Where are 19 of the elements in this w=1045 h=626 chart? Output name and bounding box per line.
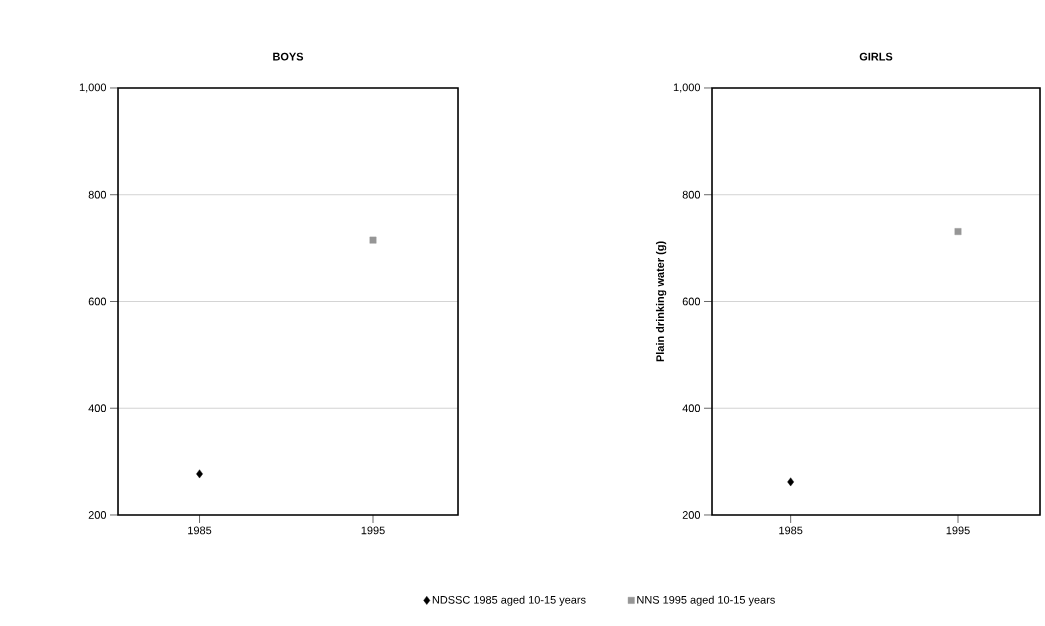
chart-title: GIRLS <box>859 52 893 61</box>
y-tick-label: 200 <box>682 511 701 519</box>
y-tick-label: 800 <box>88 190 107 199</box>
y-tick-label: 1,000 <box>79 83 107 93</box>
y-tick-label: 200 <box>88 511 107 519</box>
chart-title: BOYS <box>273 52 304 61</box>
x-tick-label: 1995 <box>361 526 385 535</box>
legend-label: NNS 1995 aged 10-15 years <box>637 595 775 606</box>
y-axis-title: Plain drinking water (g) <box>655 241 667 362</box>
x-tick-label: 1985 <box>188 526 212 535</box>
x-tick-label: 1985 <box>779 526 803 535</box>
y-tick-label: 400 <box>88 404 107 413</box>
legend-label: NDSSC 1985 aged 10-15 years <box>432 595 586 606</box>
y-tick-label: 600 <box>682 297 701 306</box>
y-tick-label: 400 <box>682 404 701 413</box>
y-tick-label: 1,000 <box>673 83 701 93</box>
y-tick-label: 600 <box>88 297 107 306</box>
x-tick-label: 1995 <box>946 526 970 535</box>
y-tick-label: 800 <box>682 190 701 199</box>
